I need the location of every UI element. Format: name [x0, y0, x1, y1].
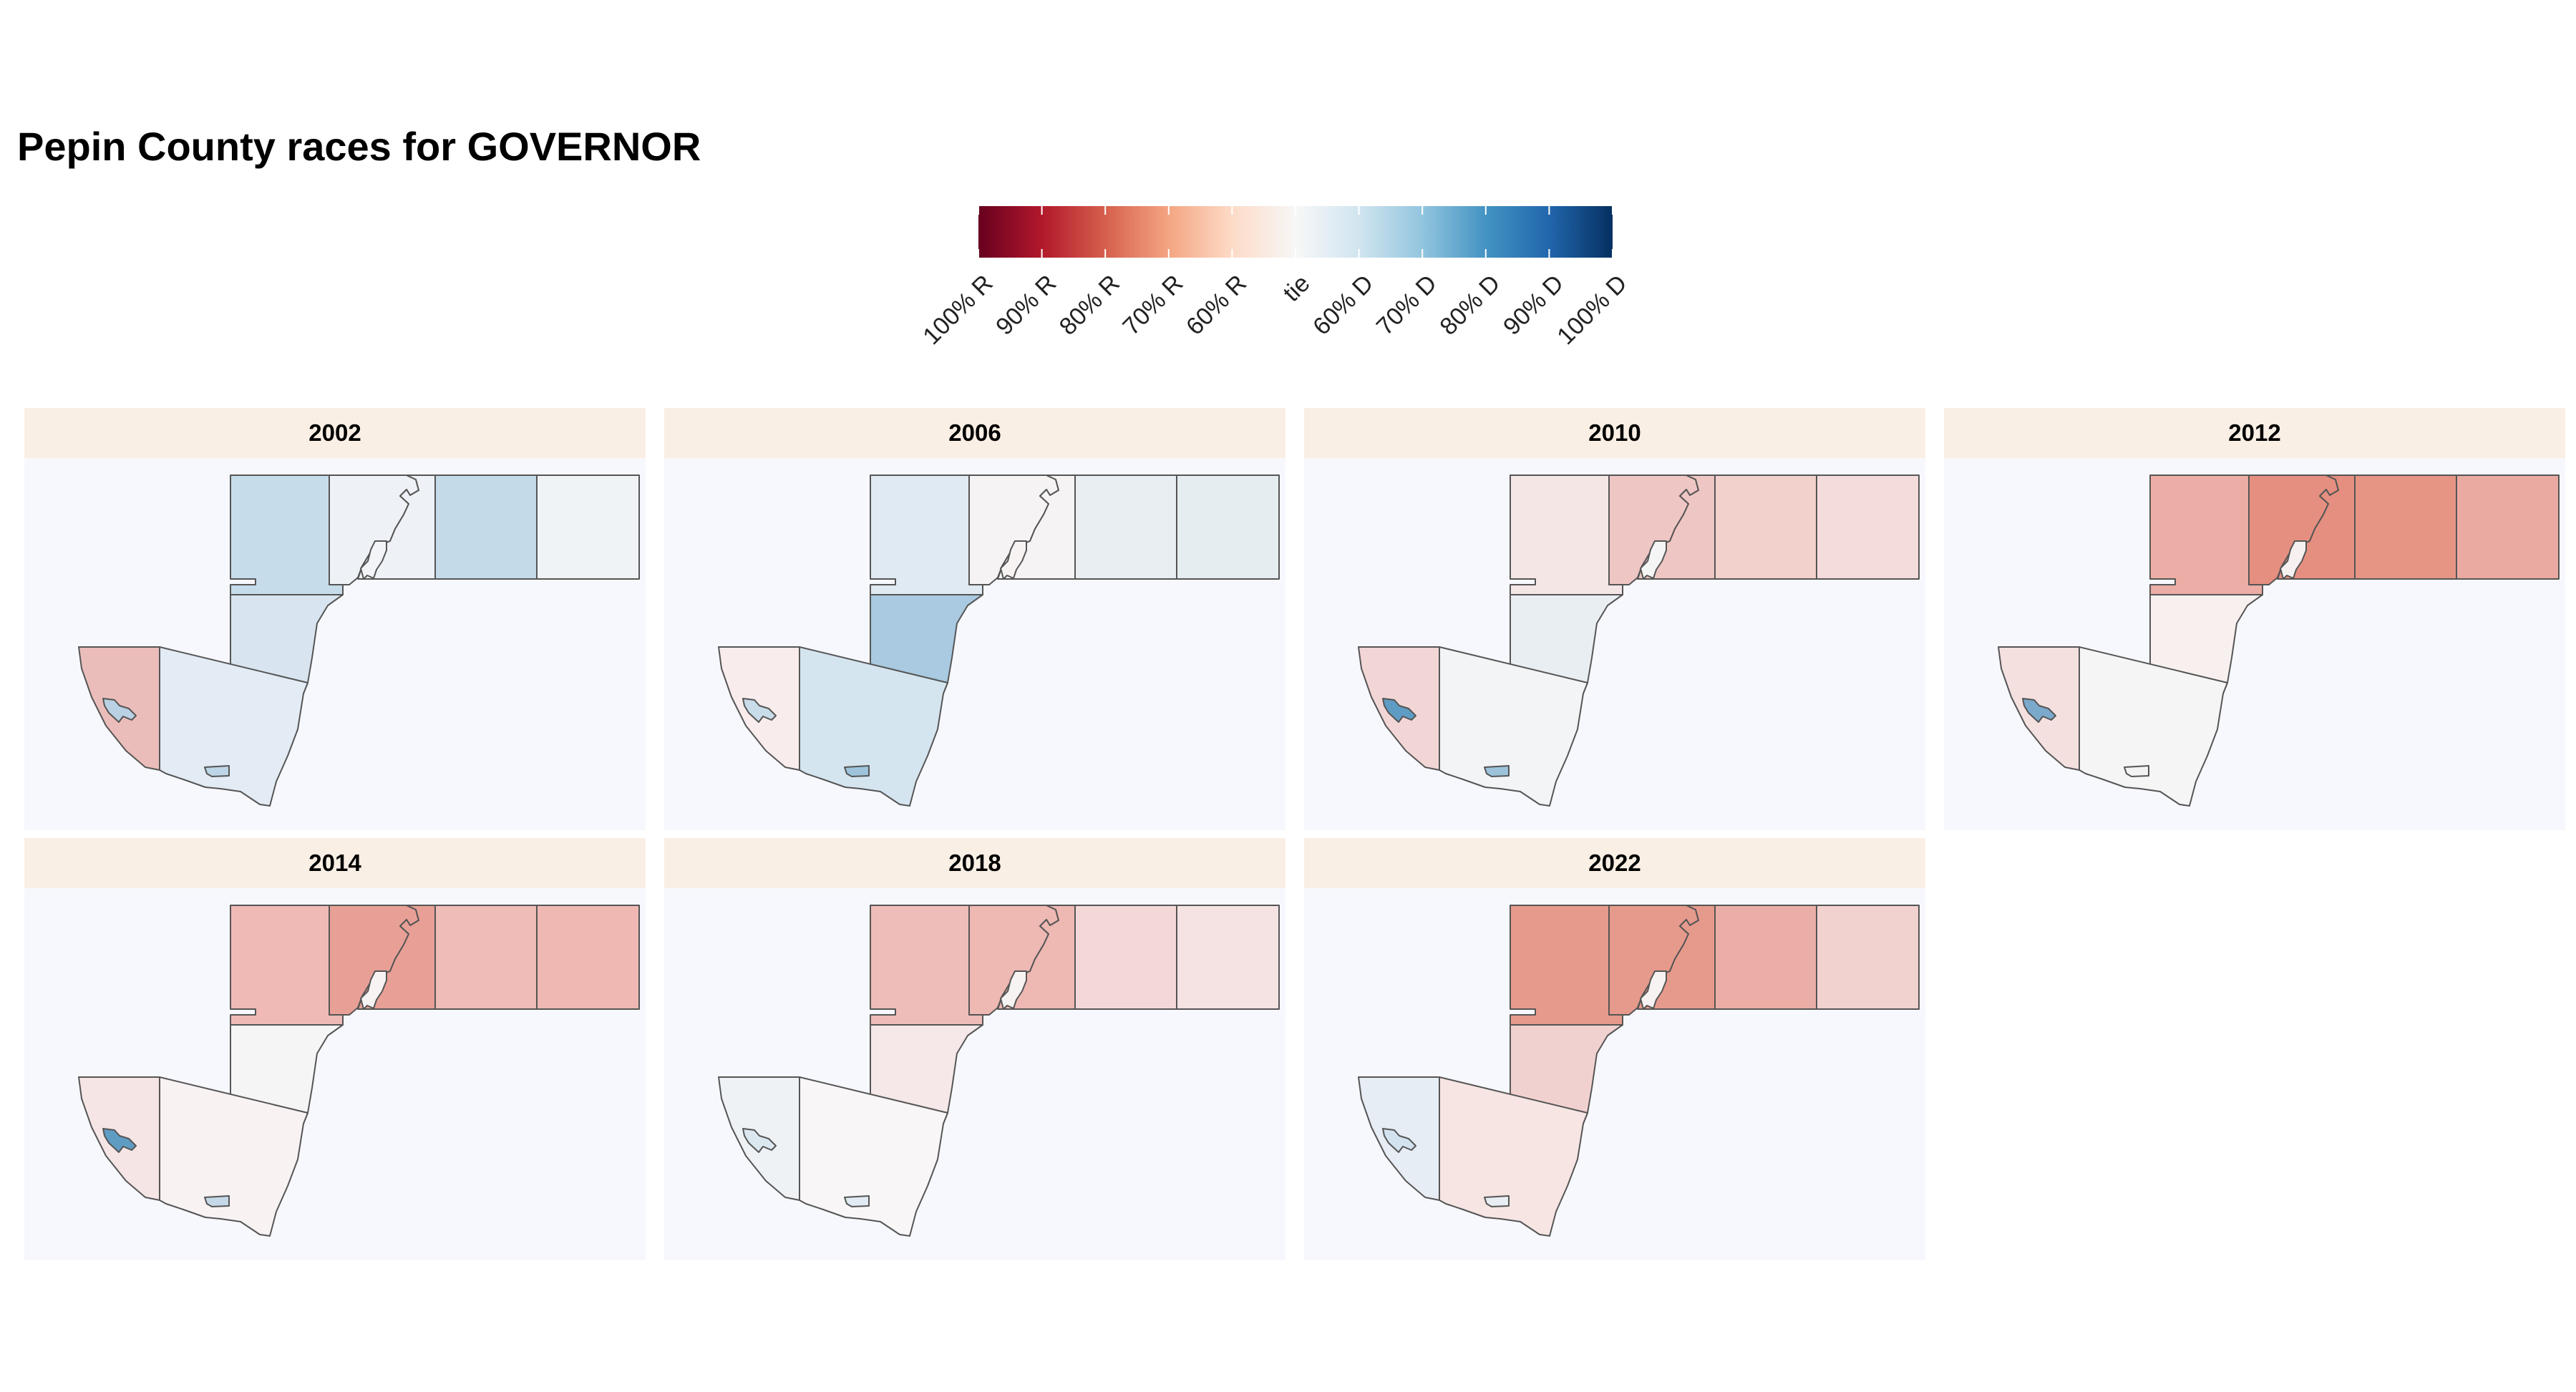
- municipality-nw: [230, 905, 344, 1026]
- facet-panel-2010: 2010: [1304, 408, 1925, 830]
- municipality-nw: [1510, 474, 1623, 595]
- county-map: [1358, 905, 1920, 1237]
- county-map: [1358, 474, 1920, 807]
- municipality-strips: [2022, 698, 2056, 723]
- municipality-e2: [1176, 905, 1280, 1010]
- facet-panel-2002: 2002: [24, 408, 646, 830]
- municipality-blob: [1484, 1195, 1510, 1207]
- municipality-blob: [204, 765, 230, 777]
- legend-label: 70% D: [1371, 270, 1442, 341]
- municipality-sc: [799, 646, 948, 807]
- county-map: [78, 905, 640, 1237]
- municipality-nw: [870, 474, 983, 595]
- municipality-nw: [2149, 474, 2263, 595]
- municipality-cutout: [360, 970, 387, 1010]
- facet-panel-2018: 2018: [664, 838, 1285, 1260]
- legend-label: 70% R: [1117, 270, 1188, 341]
- legend-label: 80% R: [1054, 270, 1125, 341]
- municipality-strips: [102, 1128, 137, 1153]
- municipality-blob: [204, 1195, 230, 1207]
- municipality-strips: [742, 1128, 777, 1153]
- municipality-e2: [1816, 474, 1920, 580]
- municipality-sc: [159, 646, 308, 807]
- facet-strip-label: 2018: [664, 838, 1285, 888]
- county-map: [718, 474, 1280, 807]
- legend-label: tie: [1278, 270, 1315, 307]
- municipality-e1: [434, 905, 538, 1010]
- municipality-e2: [1816, 905, 1920, 1010]
- municipality-cutout: [1640, 970, 1667, 1010]
- municipality-e1: [1074, 474, 1177, 580]
- municipality-cutout: [1000, 970, 1027, 1010]
- municipality-strips: [1382, 698, 1416, 723]
- facet-strip-label: 2012: [1944, 408, 2565, 458]
- municipality-e1: [434, 474, 538, 580]
- municipality-sc: [1439, 646, 1588, 807]
- municipality-e1: [1074, 905, 1177, 1010]
- facet-strip-label: 2006: [664, 408, 1285, 458]
- facet-panel-2012: 2012: [1944, 408, 2565, 830]
- municipality-sc: [799, 1076, 948, 1237]
- facet-strip-label: 2002: [24, 408, 646, 458]
- municipality-nw: [230, 474, 344, 595]
- legend-label: 90% R: [991, 270, 1061, 341]
- facet-panel-2014: 2014: [24, 838, 646, 1260]
- municipality-sc: [1439, 1076, 1588, 1237]
- municipality-e1: [1714, 905, 1817, 1010]
- municipality-strips: [742, 698, 777, 723]
- county-map: [1998, 474, 2560, 807]
- facet-strip-label: 2010: [1304, 408, 1925, 458]
- county-map: [78, 474, 640, 807]
- chart-title: Pepin County races for GOVERNOR: [17, 124, 701, 169]
- facet-panel-2006: 2006: [664, 408, 1285, 830]
- legend-label: 80% D: [1434, 270, 1505, 341]
- legend-label: 60% R: [1181, 270, 1252, 341]
- municipality-sc: [2079, 646, 2228, 807]
- municipality-cutout: [360, 540, 387, 580]
- municipality-cutout: [1000, 540, 1027, 580]
- municipality-e2: [1176, 474, 1280, 580]
- municipality-blob: [2124, 765, 2149, 777]
- municipality-e2: [536, 474, 640, 580]
- facet-panel-2022: 2022: [1304, 838, 1925, 1260]
- municipality-cutout: [2280, 540, 2307, 580]
- municipality-strips: [1382, 1128, 1416, 1153]
- municipality-nw: [870, 905, 983, 1026]
- municipality-blob: [1484, 765, 1510, 777]
- county-map: [718, 905, 1280, 1237]
- municipality-cutout: [1640, 540, 1667, 580]
- municipality-strips: [102, 698, 137, 723]
- municipality-nw: [1510, 905, 1623, 1026]
- legend-label: 100% D: [1552, 270, 1632, 350]
- municipality-e1: [2354, 474, 2457, 580]
- municipality-blob: [844, 765, 870, 777]
- legend-label: 100% R: [918, 270, 998, 350]
- facet-strip-label: 2014: [24, 838, 646, 888]
- legend-ticks: [978, 206, 1613, 258]
- municipality-sc: [159, 1076, 308, 1237]
- municipality-e2: [536, 905, 640, 1010]
- facet-strip-label: 2022: [1304, 838, 1925, 888]
- municipality-e1: [1714, 474, 1817, 580]
- legend-label: 60% D: [1308, 270, 1379, 341]
- municipality-blob: [844, 1195, 870, 1207]
- municipality-e2: [2456, 474, 2560, 580]
